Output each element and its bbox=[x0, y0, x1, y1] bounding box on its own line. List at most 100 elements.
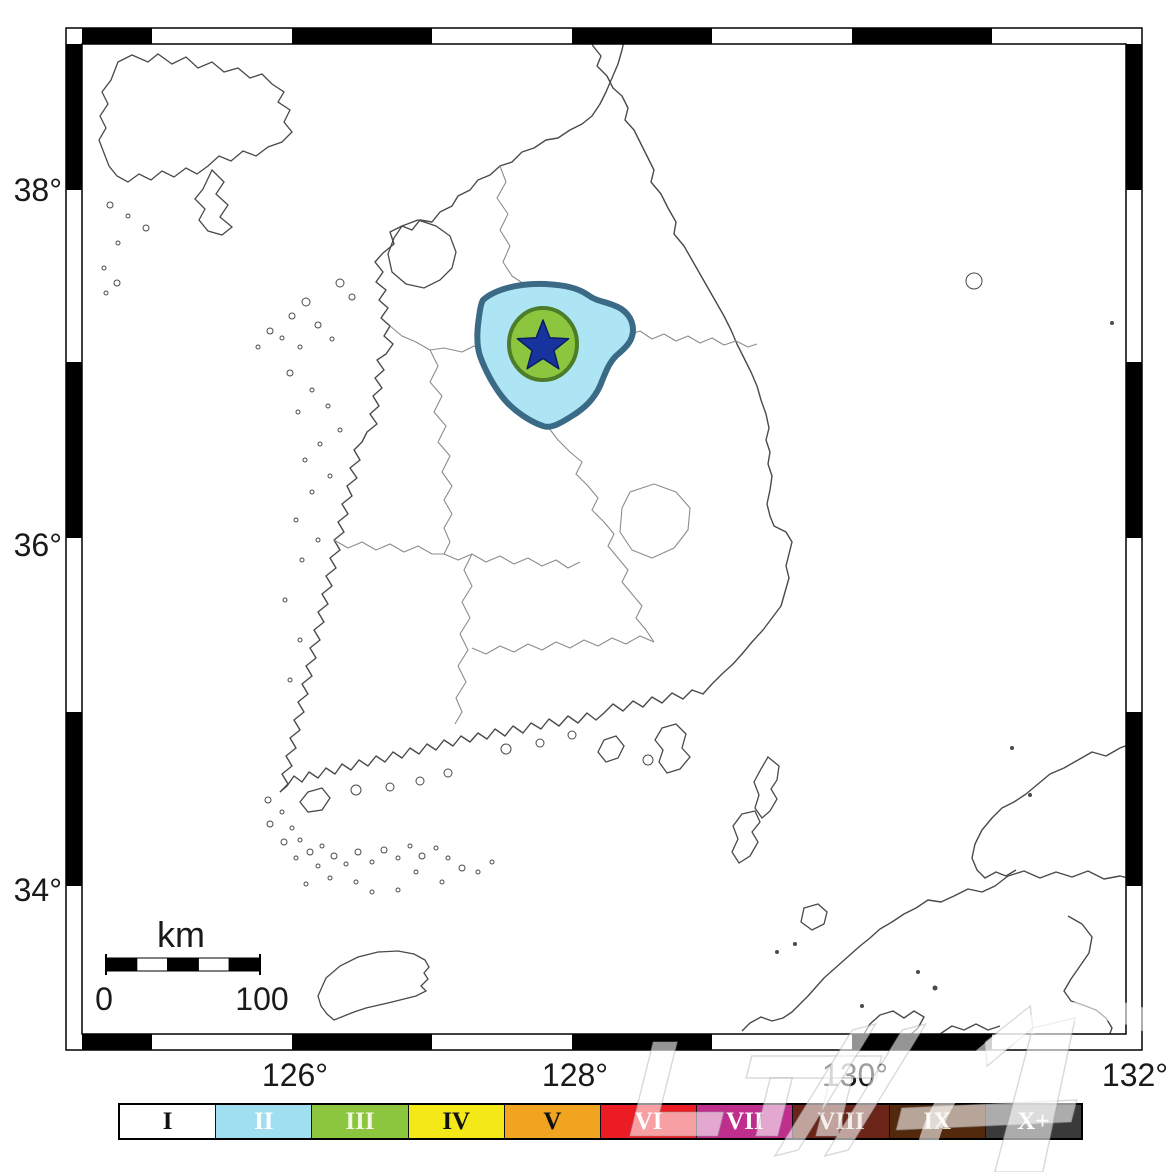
longitude-label: 132° bbox=[1102, 1057, 1168, 1093]
small-island bbox=[407, 843, 413, 849]
islet-dot bbox=[1110, 321, 1114, 325]
small-island bbox=[302, 457, 308, 463]
frame-tick-segment bbox=[852, 28, 992, 44]
island-or-landmass bbox=[387, 219, 457, 289]
scalebar-segment bbox=[228, 957, 261, 972]
small-island bbox=[369, 889, 375, 895]
province-boundary bbox=[333, 539, 581, 569]
small-island bbox=[286, 369, 294, 377]
small-island bbox=[266, 820, 274, 828]
island-or-landmass bbox=[654, 723, 691, 774]
coastline bbox=[863, 1010, 925, 1034]
frame-tick-segment bbox=[572, 1034, 712, 1050]
small-island bbox=[418, 852, 426, 860]
scale-bar: km 0 100 bbox=[95, 914, 289, 1017]
small-island bbox=[309, 489, 315, 495]
scalebar-start-label: 0 bbox=[95, 981, 113, 1017]
legend-cell-VIII: VIII bbox=[793, 1105, 890, 1138]
small-island bbox=[489, 859, 495, 865]
scalebar-bar bbox=[105, 954, 261, 975]
latitude-label: 38° bbox=[14, 172, 62, 208]
small-island bbox=[642, 754, 654, 766]
small-island bbox=[413, 869, 419, 875]
frame-tick-segment bbox=[1126, 712, 1142, 886]
small-island bbox=[317, 441, 323, 447]
frame-tick-segment bbox=[66, 362, 82, 538]
scalebar-segment bbox=[105, 957, 138, 972]
frame-outer-line bbox=[65, 27, 1143, 1051]
latitude-label: 36° bbox=[14, 527, 62, 563]
frame-tick-segment bbox=[66, 712, 82, 886]
coastline bbox=[382, 44, 625, 254]
legend-cell-V: V bbox=[504, 1105, 602, 1138]
small-island bbox=[301, 297, 311, 307]
small-island bbox=[101, 265, 107, 271]
islet-dot bbox=[775, 950, 779, 954]
legend-cell-I: I bbox=[120, 1105, 217, 1138]
small-island bbox=[288, 312, 296, 320]
small-island bbox=[306, 848, 314, 856]
frame-tick-segment bbox=[82, 28, 152, 44]
island-or-landmass bbox=[753, 756, 780, 819]
small-island bbox=[385, 782, 395, 792]
scalebar-km-label: km bbox=[157, 914, 205, 955]
coastline bbox=[1063, 915, 1113, 1034]
legend-cell-VI: VI bbox=[601, 1105, 698, 1138]
small-island bbox=[287, 677, 293, 683]
islet-dot bbox=[1028, 793, 1032, 797]
frame-tick-segment bbox=[572, 28, 712, 44]
scalebar-end-label: 100 bbox=[235, 981, 288, 1017]
small-island bbox=[315, 537, 321, 543]
longitude-label: 128° bbox=[542, 1057, 608, 1093]
small-island bbox=[255, 344, 261, 350]
small-island bbox=[282, 597, 288, 603]
small-island bbox=[567, 730, 577, 740]
small-island bbox=[125, 213, 131, 219]
intensity-legend: I II III IV V VI VII VIII IX X+ bbox=[118, 1103, 1083, 1140]
small-island bbox=[343, 861, 349, 867]
islet-dot bbox=[932, 985, 938, 991]
small-island bbox=[325, 403, 331, 409]
island-or-landmass bbox=[731, 810, 761, 864]
scalebar-segment bbox=[197, 957, 230, 972]
small-island bbox=[327, 875, 333, 881]
small-island bbox=[293, 855, 299, 861]
small-island bbox=[445, 855, 451, 861]
coastline bbox=[939, 1023, 1001, 1034]
small-island bbox=[354, 848, 362, 856]
small-island bbox=[380, 846, 388, 854]
frame-tick-segment bbox=[82, 1034, 152, 1050]
small-island bbox=[348, 293, 356, 301]
small-island bbox=[535, 738, 545, 748]
small-island bbox=[113, 279, 121, 287]
small-island bbox=[297, 837, 303, 843]
province-boundary bbox=[429, 349, 453, 555]
small-island bbox=[115, 240, 121, 246]
province-boundary bbox=[547, 426, 655, 643]
small-island bbox=[415, 776, 425, 786]
small-island bbox=[299, 557, 305, 563]
map-geography-layer bbox=[98, 44, 1126, 1034]
small-island bbox=[315, 863, 321, 869]
small-island bbox=[443, 768, 453, 778]
coastline bbox=[741, 870, 1126, 1032]
small-island bbox=[280, 838, 288, 846]
legend-cell-IX: IX bbox=[889, 1105, 986, 1138]
small-island bbox=[439, 879, 445, 885]
small-island bbox=[297, 637, 303, 643]
longitude-label: 126° bbox=[262, 1057, 328, 1093]
small-island bbox=[103, 290, 109, 296]
scalebar-segment bbox=[136, 957, 169, 972]
coastline bbox=[279, 252, 394, 793]
province-boundary bbox=[471, 635, 655, 655]
small-island bbox=[297, 344, 303, 350]
frame-tick-segment bbox=[1126, 44, 1142, 190]
province-boundary bbox=[619, 483, 691, 559]
frame-tick-segment bbox=[1126, 362, 1142, 538]
legend-cell-IV: IV bbox=[408, 1105, 505, 1138]
small-island bbox=[395, 887, 401, 893]
frame-tick-segment bbox=[292, 28, 432, 44]
small-island bbox=[458, 864, 466, 872]
small-island bbox=[309, 387, 315, 393]
islet-dot bbox=[1010, 746, 1014, 750]
